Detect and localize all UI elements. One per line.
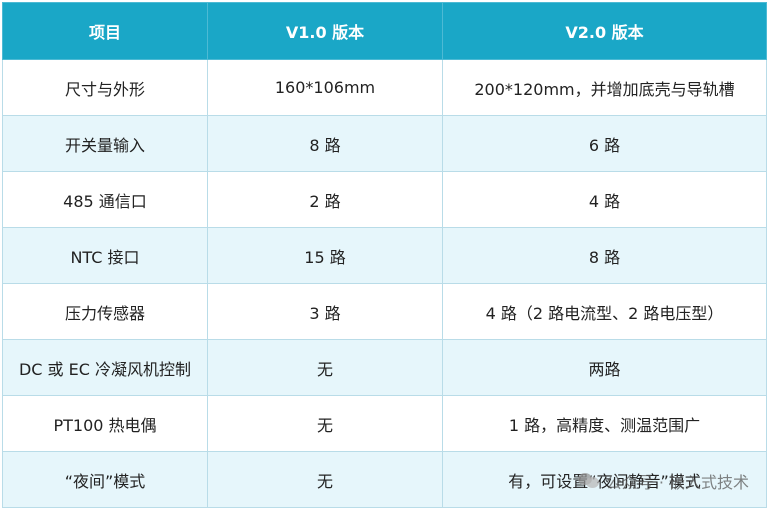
cell-v2: 4 路 [442,171,767,228]
table-row: 开关量输入 8 路 6 路 [2,115,767,172]
cell-v2: 1 路，高精度、测温范围广 [442,395,767,452]
cell-v1: 2 路 [207,171,443,228]
header-v2: V2.0 版本 [442,2,767,60]
cell-item: PT100 热电偶 [2,395,208,452]
cell-v1: 160*106mm [207,59,443,116]
table-body: 尺寸与外形 160*106mm 200*120mm，并增加底壳与导轨槽 开关量输… [2,59,767,508]
table-header: 项目 V1.0 版本 V2.0 版本 [2,2,767,60]
table-row: 压力传感器 3 路 4 路（2 路电流型、2 路电压型） [2,283,767,340]
cell-item: 开关量输入 [2,115,208,172]
table-row: PT100 热电偶 无 1 路，高精度、测温范围广 [2,395,767,452]
cell-v2: 8 路 [442,227,767,284]
cell-v2: 4 路（2 路电流型、2 路电压型） [442,283,767,340]
table-row: “夜间”模式 无 有，可设置“夜间静音”模式 [2,451,767,508]
cell-item: 尺寸与外形 [2,59,208,116]
cell-v2: 两路 [442,339,767,396]
cell-v2: 6 路 [442,115,767,172]
cell-v1: 无 [207,395,443,452]
cell-v2: 200*120mm，并增加底壳与导轨槽 [442,59,767,116]
table-row: 尺寸与外形 160*106mm 200*120mm，并增加底壳与导轨槽 [2,59,767,116]
cell-v1: 无 [207,451,443,508]
header-v1: V1.0 版本 [207,2,443,60]
cell-v1: 8 路 [207,115,443,172]
cell-v1: 15 路 [207,227,443,284]
header-row: 项目 V1.0 版本 V2.0 版本 [2,2,767,60]
cell-v1: 3 路 [207,283,443,340]
cell-item: DC 或 EC 冷凝风机控制 [2,339,208,396]
cell-v1: 无 [207,339,443,396]
cell-item: 485 通信口 [2,171,208,228]
cell-item: NTC 接口 [2,227,208,284]
cell-item: 压力传感器 [2,283,208,340]
table-row: 485 通信口 2 路 4 路 [2,171,767,228]
table-row: DC 或 EC 冷凝风机控制 无 两路 [2,339,767,396]
cell-item: “夜间”模式 [2,451,208,508]
table-row: NTC 接口 15 路 8 路 [2,227,767,284]
header-item: 项目 [2,2,208,60]
cell-v2: 有，可设置“夜间静音”模式 [442,451,767,508]
